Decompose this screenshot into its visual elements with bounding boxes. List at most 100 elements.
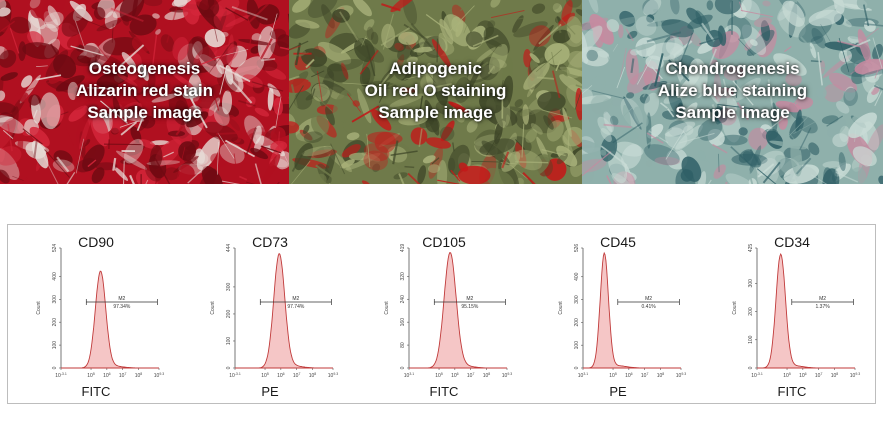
texture-fiber (36, 65, 48, 67)
texture-fiber (365, 45, 376, 77)
texture-fiber (709, 48, 717, 66)
texture-fiber (487, 65, 495, 75)
texture-speck (626, 92, 635, 99)
texture-fiber (50, 43, 58, 55)
x-tick-label: 105 (87, 372, 95, 379)
texture-speck (738, 127, 748, 136)
texture-fiber (289, 40, 309, 51)
texture-fiber (378, 82, 390, 103)
texture-fiber (541, 109, 573, 119)
texture-fiber (311, 88, 316, 98)
texture-fiber (620, 107, 633, 119)
texture-fiber (208, 43, 232, 73)
texture-fiber (835, 171, 859, 183)
texture-fiber (739, 1, 743, 12)
texture-fiber (351, 105, 380, 123)
texture-fiber (375, 67, 395, 92)
texture-fiber (616, 66, 626, 89)
texture-fiber (707, 179, 712, 184)
texture-speck (250, 147, 269, 160)
texture-speck (854, 58, 883, 75)
x-tick-exponent: 8 (488, 372, 490, 376)
texture-speck (795, 97, 814, 110)
texture-speck (302, 124, 310, 135)
texture-speck (317, 41, 352, 65)
texture-speck (742, 151, 762, 168)
texture-speck (523, 49, 532, 68)
texture-speck (254, 107, 270, 117)
texture-speck (808, 9, 842, 27)
texture-fiber (94, 42, 111, 62)
texture-fiber (549, 5, 576, 35)
texture-fiber (65, 127, 76, 150)
caption-line-3: Sample image (87, 103, 202, 122)
texture-fiber (87, 159, 97, 168)
texture-speck (113, 166, 129, 181)
texture-speck (66, 34, 83, 49)
texture-speck (117, 80, 144, 94)
texture-speck (732, 77, 761, 102)
texture-speck (644, 144, 680, 166)
texture-speck (164, 10, 189, 21)
texture-speck (533, 24, 554, 51)
x-tick-exponent: 3.1 (409, 372, 414, 376)
texture-fiber (418, 128, 423, 147)
gate-percent: 95.15% (461, 304, 479, 310)
texture-fiber (554, 15, 562, 34)
texture-speck (341, 62, 349, 80)
texture-speck (646, 14, 655, 23)
histogram-plot: 0 100 200 300 400 526 Count 103.1 105 106 107 108 10… (558, 244, 686, 379)
y-tick-label: 0 (748, 366, 754, 369)
texture-speck (622, 104, 631, 130)
y-tick-label: 100 (226, 337, 232, 346)
y-axis-title: Count (732, 301, 738, 315)
texture-speck (741, 0, 752, 15)
x-tick-label: 107 (119, 372, 127, 379)
texture-fiber (381, 79, 405, 90)
texture-speck (512, 15, 524, 33)
texture-speck (242, 74, 263, 88)
texture-fiber (238, 99, 256, 107)
texture-speck (635, 16, 657, 36)
texture-speck (748, 127, 769, 151)
texture-fiber (784, 46, 792, 53)
texture-speck (0, 72, 18, 81)
x-tick-exponent: 7 (298, 372, 300, 376)
texture-fiber (642, 80, 653, 98)
x-tick-label: 106 (799, 372, 807, 379)
texture-speck (525, 129, 537, 143)
texture-fiber (555, 59, 562, 72)
texture-speck (552, 3, 563, 13)
texture-fiber (747, 169, 754, 184)
texture-fiber (136, 114, 145, 132)
texture-fiber (211, 87, 220, 111)
texture-speck (191, 37, 217, 67)
texture-speck (484, 167, 515, 184)
texture-speck (363, 19, 375, 31)
texture-speck (332, 87, 359, 122)
y-tick-label: 100 (574, 341, 580, 350)
texture-speck (96, 19, 122, 32)
texture-speck (41, 0, 67, 23)
texture-fiber (219, 65, 228, 95)
texture-speck (575, 9, 582, 18)
texture-speck (544, 158, 567, 181)
texture-speck (719, 134, 748, 146)
texture-speck (836, 101, 850, 114)
texture-speck (342, 122, 352, 134)
texture-speck (129, 14, 157, 36)
texture-speck (270, 41, 289, 57)
x-tick-exponent: 5 (441, 372, 443, 376)
texture-speck (567, 50, 582, 68)
texture-speck (762, 0, 771, 7)
texture-speck (27, 31, 44, 46)
texture-fiber (717, 153, 720, 173)
x-tick-label: 105 (261, 372, 269, 379)
texture-fiber (838, 37, 850, 73)
texture-fiber (75, 138, 85, 174)
texture-speck (723, 60, 741, 83)
texture-speck (713, 164, 726, 179)
texture-speck (186, 104, 196, 114)
texture-fiber (668, 59, 690, 82)
texture-fiber (14, 81, 50, 96)
